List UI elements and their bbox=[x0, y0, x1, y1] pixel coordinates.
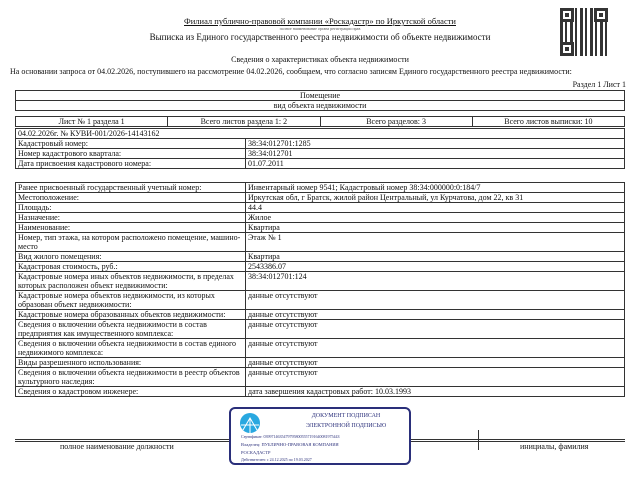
field-value: 44.4 bbox=[245, 202, 625, 213]
field-label: Кадастровый номер: bbox=[15, 138, 246, 149]
field-value: Квартира bbox=[245, 251, 625, 262]
field-label: Дата присвоения кадастрового номера: bbox=[15, 158, 246, 169]
sheets-table: Лист № 1 раздела 1 Всего листов раздела … bbox=[14, 116, 626, 127]
field-value: 38:34:012701 bbox=[245, 148, 625, 159]
main-info-table: 04.02.2026г. № КУВИ-001/2026-14143162 Ка… bbox=[15, 128, 625, 169]
table-row: Виды разрешенного использования: данные о… bbox=[15, 357, 625, 368]
field-value: данные отсутствуют bbox=[245, 290, 625, 310]
stamp-line2: ЭЛЕКТРОННОЙ ПОДПИСЬЮ bbox=[305, 423, 387, 429]
field-value: данные отсутствуют bbox=[245, 319, 625, 339]
position-caption: полное наименование должности bbox=[60, 442, 174, 451]
table-row: Номер, тип этажа, на котором расположено… bbox=[15, 232, 625, 252]
table-row: Наименование: Квартира bbox=[15, 222, 625, 233]
field-value: данные отсутствуют bbox=[245, 357, 625, 368]
table-row: Площадь: 44.4 bbox=[15, 202, 625, 213]
table-row: Сведения о кадастровом инженере: дата зав… bbox=[15, 386, 625, 397]
table-row: Кадастровая стоимость, руб.: 2543386.07 bbox=[15, 261, 625, 272]
stamp-line1: ДОКУМЕНТ ПОДПИСАН bbox=[311, 413, 381, 419]
field-value: данные отсутствуют bbox=[245, 338, 625, 358]
field-label: Ранее присвоенный государственный учетны… bbox=[15, 182, 246, 193]
table-row: Дата присвоения кадастрового номера: 01.0… bbox=[15, 158, 625, 169]
field-label: Номер кадастрового квартала: bbox=[15, 148, 246, 159]
field-label: Сведения о включении объекта недвижимост… bbox=[15, 319, 246, 339]
field-label: Назначение: bbox=[15, 212, 246, 223]
table-row: Назначение: Жилое bbox=[15, 212, 625, 223]
stamp-owner: Владелец: ПУБЛИЧНО-ПРАВОВАЯ КОМПАНИЯ РОС… bbox=[241, 442, 339, 455]
field-value: 01.07.2011 bbox=[245, 158, 625, 169]
field-label: Кадастровые номера иных объектов недвижи… bbox=[15, 271, 246, 291]
qr-code bbox=[560, 8, 608, 56]
field-label: Номер, тип этажа, на котором расположено… bbox=[15, 232, 246, 252]
field-label: Сведения о кадастровом инженере: bbox=[15, 386, 246, 397]
table-row: Кадастровые номера образованных объектов… bbox=[15, 309, 625, 320]
field-value: данные отсутствуют bbox=[245, 309, 625, 320]
roskadastr-logo-icon bbox=[240, 413, 260, 434]
field-label: Кадастровые номера объектов недвижимости… bbox=[15, 290, 246, 310]
table-row: Номер кадастрового квартала: 38:34:012701 bbox=[15, 148, 625, 159]
field-label: Местоположение: bbox=[15, 192, 246, 203]
field-label: Площадь: bbox=[15, 202, 246, 213]
stamp-cert: Сертификат: 0399714635479795800555719164… bbox=[241, 434, 340, 439]
name-caption: инициалы, фамилия bbox=[520, 442, 589, 451]
table-row: Местоположение: Иркутская обл, г Братск, … bbox=[15, 192, 625, 203]
field-label: Наименование: bbox=[15, 222, 246, 233]
field-value: Этаж № 1 bbox=[245, 232, 625, 252]
field-label: Кадастровая стоимость, руб.: bbox=[15, 261, 246, 272]
section-sheets: Всего листов раздела 1: 2 bbox=[167, 116, 321, 127]
org-name: Филиал публично-правовой компании «Роска… bbox=[184, 16, 456, 26]
table-row: Вид жилого помещения: Квартира bbox=[15, 251, 625, 262]
field-value: Иркутская обл, г Братск, жилой район Цен… bbox=[245, 192, 625, 203]
characteristics-table: Ранее присвоенный государственный учетны… bbox=[15, 182, 625, 397]
field-value: 2543386.07 bbox=[245, 261, 625, 272]
doc-subtitle: Сведения о характеристиках объекта недви… bbox=[231, 55, 409, 64]
field-value: данные отсутствуют bbox=[245, 367, 625, 387]
doc-title: Выписка из Единого государственного реес… bbox=[149, 32, 491, 42]
table-row: Кадастровые номера объектов недвижимости… bbox=[15, 290, 625, 310]
field-label: Сведения о включении объекта недвижимост… bbox=[15, 367, 246, 387]
field-label: Вид жилого помещения: bbox=[15, 251, 246, 262]
object-type: Помещение bbox=[15, 90, 625, 101]
field-label: Кадастровые номера образованных объектов… bbox=[15, 309, 246, 320]
field-value: дата завершения кадастровых работ: 10.03… bbox=[245, 386, 625, 397]
table-row: Сведения о включении объекта недвижимост… bbox=[15, 367, 625, 387]
field-value: Инвентарный номер 9541; Кадастровый номе… bbox=[245, 182, 625, 193]
doc-reference: 04.02.2026г. № КУВИ-001/2026-14143162 bbox=[15, 128, 625, 139]
object-type-table: Помещение вид объекта недвижимости bbox=[15, 90, 625, 111]
table-row: Кадастровый номер: 38:34:012701:1285 bbox=[15, 138, 625, 149]
total-sheets: Всего листов выписки: 10 bbox=[471, 116, 626, 127]
org-caption: полное наименование органа регистрации п… bbox=[279, 26, 361, 31]
field-value: 38:34:012701:124 bbox=[245, 271, 625, 291]
sheet-number: Лист № 1 раздела 1 bbox=[14, 116, 169, 127]
stamp-validity: Действителен: с 24.12.2025 по 19.03.2027 bbox=[241, 457, 312, 462]
field-value: Квартира bbox=[245, 222, 625, 233]
table-row: Сведения о включении объекта недвижимост… bbox=[15, 319, 625, 339]
field-value: 38:34:012701:1285 bbox=[245, 138, 625, 149]
object-type-caption: вид объекта недвижимости bbox=[15, 100, 625, 111]
total-sections: Всего разделов: 3 bbox=[319, 116, 473, 127]
field-label: Виды разрешенного использования: bbox=[15, 357, 246, 368]
electronic-signature-stamp: ДОКУМЕНТ ПОДПИСАН ЭЛЕКТРОННОЙ ПОДПИСЬЮ С… bbox=[229, 407, 411, 465]
table-row: Кадастровые номера иных объектов недвижи… bbox=[15, 271, 625, 291]
section-label: Раздел 1 Лист 1 bbox=[572, 80, 626, 89]
intro-text: На основании запроса от 04.02.2026, пост… bbox=[10, 67, 572, 76]
field-label: Сведения о включении объекта недвижимост… bbox=[15, 338, 246, 358]
field-value: Жилое bbox=[245, 212, 625, 223]
table-row: Ранее присвоенный государственный учетны… bbox=[15, 182, 625, 193]
table-row: Сведения о включении объекта недвижимост… bbox=[15, 338, 625, 358]
